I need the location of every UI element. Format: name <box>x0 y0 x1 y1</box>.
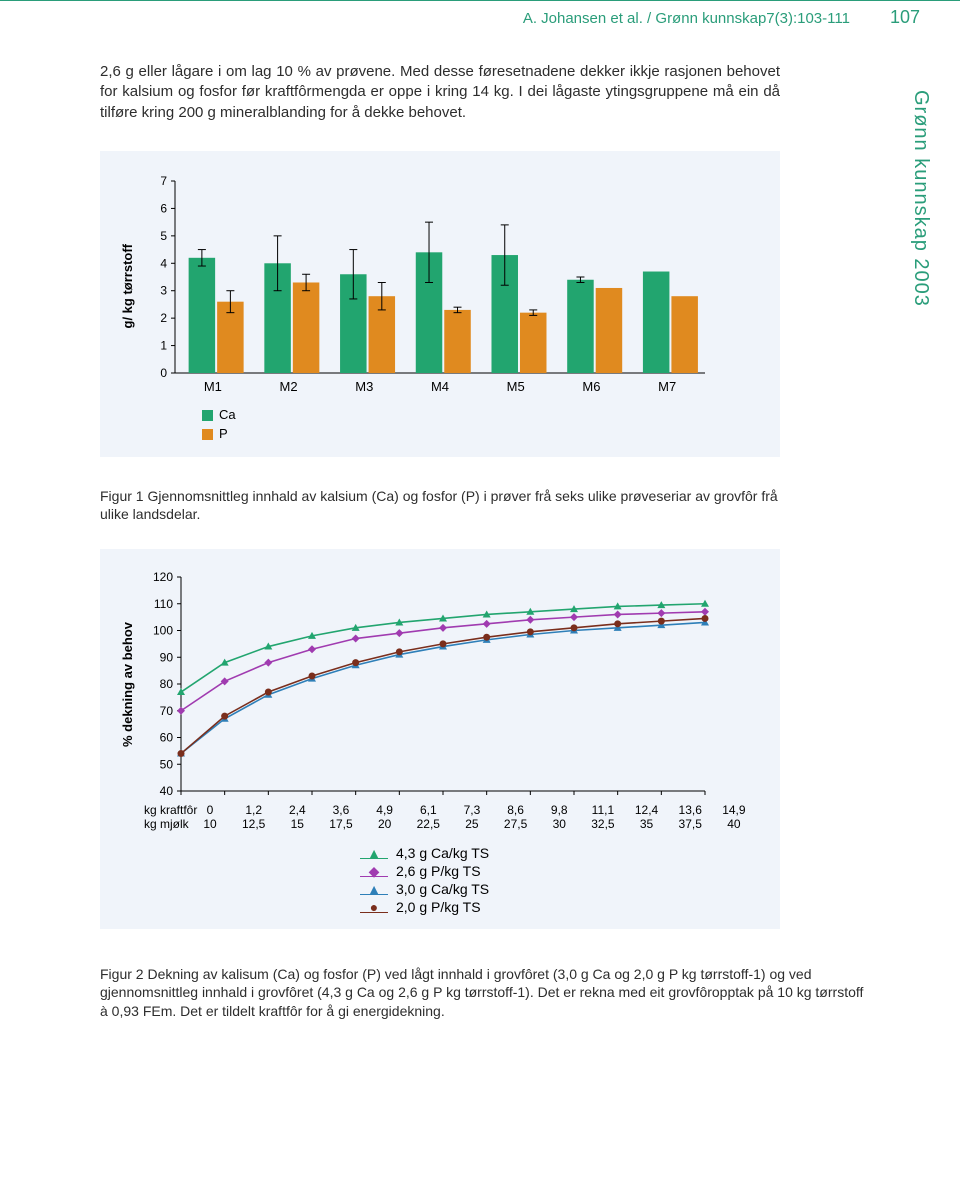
svg-text:0: 0 <box>160 366 167 380</box>
svg-text:5: 5 <box>160 229 167 243</box>
svg-text:100: 100 <box>153 624 173 638</box>
figure1-legend: Ca P <box>120 407 760 441</box>
x-tick-label: 12,4 <box>625 803 669 817</box>
x-tick-label: 12,5 <box>232 817 276 831</box>
svg-text:50: 50 <box>160 757 174 771</box>
header-authors: A. Johansen et al. / Grønn kunnskap7(3):… <box>523 10 850 27</box>
svg-text:4: 4 <box>160 256 167 270</box>
journal-name: Grønn kunnskap <box>910 90 932 252</box>
svg-text:6: 6 <box>160 201 167 215</box>
svg-text:3: 3 <box>160 283 167 297</box>
figure2-chart: % dekning av behov 40 50 60 70 80 90 100 110 120… <box>100 549 780 929</box>
svg-text:70: 70 <box>160 704 174 718</box>
x-tick-label: 3,6 <box>319 803 363 817</box>
vertical-journal-label: Grønn kunnskap 2003 <box>909 90 932 307</box>
x-tick-label: 17,5 <box>319 817 363 831</box>
x-tick-label: 15 <box>275 817 319 831</box>
x-tick-label: 13,6 <box>668 803 712 817</box>
svg-text:120: 120 <box>153 570 173 584</box>
x-tick-label: 2,4 <box>275 803 319 817</box>
legend-item: ●2,0 g P/kg TS <box>360 899 760 915</box>
svg-text:2: 2 <box>160 311 167 325</box>
svg-text:M2: M2 <box>280 379 298 394</box>
x-tick-label: 8,6 <box>494 803 538 817</box>
x-tick-label: 40 <box>712 817 756 831</box>
svg-text:M7: M7 <box>658 379 676 394</box>
svg-text:90: 90 <box>160 650 174 664</box>
figure2-xaxis-labels: kg kraftfôr01,22,43,64,96,17,38,69,811,1… <box>120 803 760 831</box>
x-tick-label: 35 <box>625 817 669 831</box>
legend-item: ▲3,0 g Ca/kg TS <box>360 881 760 897</box>
x-tick-label: 11,1 <box>581 803 625 817</box>
x-tick-label: 25 <box>450 817 494 831</box>
x-tick-label: 0 <box>188 803 232 817</box>
figure1-caption: Figur 1 Gjennomsnittleg innhald av kalsi… <box>0 475 960 523</box>
figure1-chart: g/ kg tørrstoff 0 1 2 3 4 5 6 7 M1 M2 M3 M4 M5 M6 M7 C… <box>100 151 780 457</box>
legend-item: P <box>202 426 760 441</box>
x-tick-label: 30 <box>537 817 581 831</box>
svg-text:M5: M5 <box>507 379 525 394</box>
x-tick-label: 32,5 <box>581 817 625 831</box>
x-tick-label: 37,5 <box>668 817 712 831</box>
svg-text:M1: M1 <box>204 379 222 394</box>
x-tick-label: 6,1 <box>406 803 450 817</box>
x-tick-label: 1,2 <box>232 803 276 817</box>
figure2-legend: ▲4,3 g Ca/kg TS ◆2,6 g P/kg TS ▲3,0 g Ca/k… <box>360 845 760 915</box>
svg-text:40: 40 <box>160 784 174 798</box>
svg-text:M4: M4 <box>431 379 449 394</box>
svg-text:M3: M3 <box>355 379 373 394</box>
svg-text:M6: M6 <box>582 379 600 394</box>
x-tick-label: 9,8 <box>537 803 581 817</box>
svg-text:80: 80 <box>160 677 174 691</box>
svg-text:110: 110 <box>154 597 173 611</box>
x-tick-label: 22,5 <box>406 817 450 831</box>
page-number: 107 <box>890 7 920 28</box>
legend-item: ◆2,6 g P/kg TS <box>360 863 760 879</box>
figure2-svg: 40 50 60 70 80 90 100 110 120 <box>135 569 715 799</box>
legend-item: Ca <box>202 407 760 422</box>
svg-text:7: 7 <box>160 174 167 188</box>
x-tick-label: 27,5 <box>494 817 538 831</box>
svg-text:60: 60 <box>160 731 174 745</box>
svg-text:1: 1 <box>160 338 167 352</box>
x-tick-label: 20 <box>363 817 407 831</box>
x-tick-label: 4,9 <box>363 803 407 817</box>
figure1-svg: 0 1 2 3 4 5 6 7 M1 M2 M3 M4 M5 M6 M7 <box>135 171 715 401</box>
page-header: A. Johansen et al. / Grønn kunnskap7(3):… <box>0 0 960 32</box>
x-tick-label: 7,3 <box>450 803 494 817</box>
legend-item: ▲4,3 g Ca/kg TS <box>360 845 760 861</box>
journal-year: 2003 <box>910 258 932 307</box>
x-tick-label: 14,9 <box>712 803 756 817</box>
figure2-ylabel: % dekning av behov <box>120 622 135 747</box>
figure2-caption: Figur 2 Dekning av kalisum (Ca) og fosfo… <box>0 947 960 1020</box>
x-tick-label: 10 <box>188 817 232 831</box>
body-paragraph: 2,6 g eller lågare i om lag 10 % av prøv… <box>0 32 960 123</box>
figure1-ylabel: g/ kg tørrstoff <box>120 244 135 329</box>
